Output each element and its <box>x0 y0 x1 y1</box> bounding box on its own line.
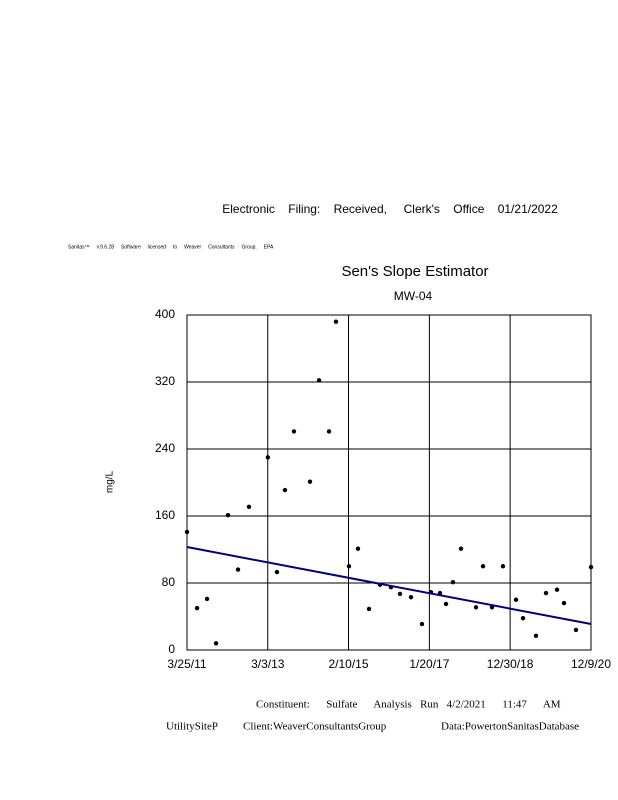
data-point <box>520 615 526 621</box>
data-point <box>366 606 372 612</box>
x-tick-label: 12/30/18 <box>487 657 534 671</box>
data-point <box>246 504 252 509</box>
data-point <box>346 564 352 569</box>
x-tick-label: 2/10/15 <box>328 657 368 671</box>
x-tick-label: 12/9/20 <box>571 657 611 671</box>
trend-line <box>186 546 592 626</box>
data-point <box>443 601 449 607</box>
data-point <box>554 587 560 592</box>
data-point <box>333 319 339 324</box>
y-tick-label: 240 <box>155 441 175 455</box>
data-point <box>543 590 549 596</box>
run-info: Constituent: Sulfate Analysis Run 4/2/20… <box>256 699 561 711</box>
data-point <box>274 569 280 575</box>
data-point <box>533 633 539 638</box>
data-point <box>513 597 519 602</box>
data-point <box>500 564 506 569</box>
data-point <box>265 455 271 460</box>
x-tick-label: 1/20/17 <box>409 657 449 671</box>
data-point <box>213 641 219 646</box>
data-point <box>419 621 425 627</box>
data-point <box>235 567 241 572</box>
data-point <box>573 627 579 633</box>
database-info: Data:PowertonSanitasDatabase <box>441 721 579 733</box>
data-point <box>326 429 332 434</box>
client-info: Client:WeaverConsultantsGroup <box>243 721 387 733</box>
data-point <box>316 378 322 383</box>
data-point <box>480 564 486 569</box>
data-point <box>291 429 297 434</box>
x-tick-label: 3/25/11 <box>167 657 206 671</box>
y-tick-label: 0 <box>168 642 175 656</box>
data-point <box>397 591 403 597</box>
data-point <box>408 595 414 600</box>
data-point <box>282 487 288 493</box>
data-point <box>307 479 313 484</box>
y-tick-label: 320 <box>155 374 175 388</box>
data-point <box>458 546 464 551</box>
data-point <box>225 512 231 518</box>
license-note: Sanitas™ v.9.6.28 Software licensed to W… <box>68 244 274 250</box>
data-point <box>588 564 594 570</box>
x-tick-label: 3/3/13 <box>251 657 285 671</box>
data-point <box>450 579 456 585</box>
site-info: UtilitySiteP <box>166 721 218 733</box>
data-point <box>355 546 361 551</box>
y-tick-label: 400 <box>155 307 175 321</box>
y-tick-label: 160 <box>155 508 175 522</box>
data-point <box>204 596 210 602</box>
data-point <box>194 605 200 611</box>
y-axis-label: mg/L <box>105 470 116 493</box>
data-point <box>184 529 190 535</box>
y-tick-label: 80 <box>162 575 176 589</box>
data-point <box>473 605 479 610</box>
filing-stamp: Electronic Filing: Received, Clerk's Off… <box>222 202 558 216</box>
chart-subtitle: MW-04 <box>394 289 433 303</box>
chart-title: Sen's Slope Estimator <box>341 263 488 280</box>
data-point <box>561 600 567 606</box>
